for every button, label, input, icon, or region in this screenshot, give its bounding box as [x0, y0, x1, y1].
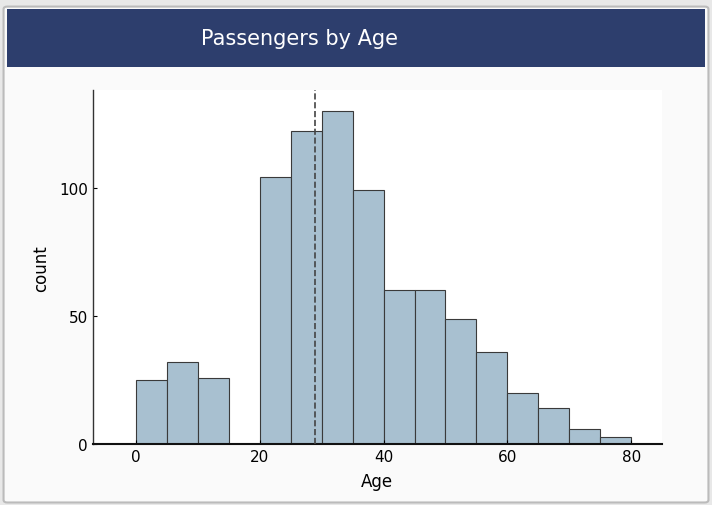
Bar — [414, 291, 446, 444]
Bar — [600, 437, 632, 444]
Bar — [570, 429, 600, 444]
Text: Passengers by Age: Passengers by Age — [201, 29, 397, 49]
FancyBboxPatch shape — [7, 10, 705, 68]
Bar — [198, 378, 229, 444]
Bar — [538, 409, 570, 444]
Y-axis label: count: count — [33, 244, 51, 291]
FancyBboxPatch shape — [4, 8, 708, 502]
Bar — [260, 178, 290, 444]
Bar — [384, 291, 414, 444]
Bar — [476, 352, 508, 444]
Bar — [446, 319, 476, 444]
Bar — [167, 363, 198, 444]
X-axis label: Age: Age — [361, 473, 394, 490]
Bar — [290, 132, 322, 444]
Bar — [508, 393, 538, 444]
Bar — [322, 112, 352, 444]
Bar — [136, 380, 167, 444]
Bar — [352, 191, 384, 444]
